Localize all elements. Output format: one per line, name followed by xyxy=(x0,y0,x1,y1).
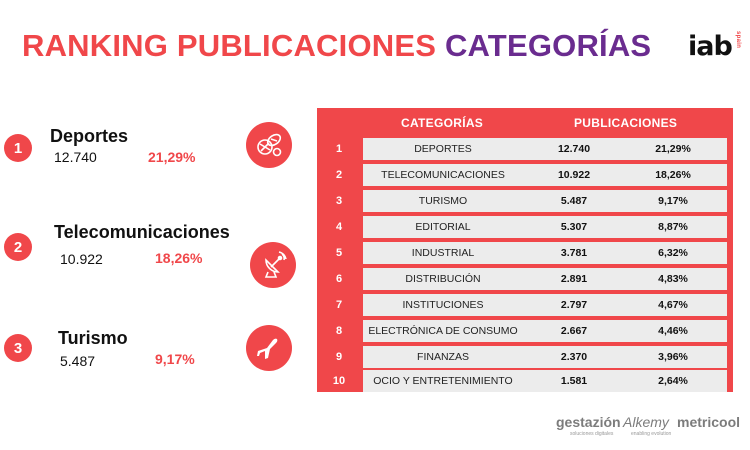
row-cells: ELECTRÓNICA DE CONSUMO 2.667 4,46% xyxy=(363,320,727,342)
table-row: 7 INSTITUCIONES 2.797 4,67% xyxy=(317,294,733,316)
ranking-item-2: 2 Telecomunicaciones 10.922 18,26% xyxy=(0,220,310,290)
row-percentage: 4,67% xyxy=(658,299,688,311)
table-row: 6 DISTRIBUCIÓN 2.891 4,83% xyxy=(317,268,733,290)
page-title: RANKING PUBLICACIONES CATEGORÍAS xyxy=(22,28,651,64)
gestazion-logo: gestazión soluciones digitales xyxy=(556,414,621,437)
alkemy-logo-text: Alkemy xyxy=(623,414,669,430)
sports-balls-icon xyxy=(246,122,292,168)
rank-percentage: 9,17% xyxy=(155,351,195,367)
row-percentage: 2,64% xyxy=(658,375,688,387)
row-category: TELECOMUNICACIONES xyxy=(381,169,505,181)
table-row: 5 INDUSTRIAL 3.781 6,32% xyxy=(317,242,733,264)
row-category: ELECTRÓNICA DE CONSUMO xyxy=(368,325,518,337)
rank-percentage: 21,29% xyxy=(148,149,196,165)
row-publications: 5.487 xyxy=(560,195,588,207)
row-rank: 8 xyxy=(335,325,343,337)
row-category: INDUSTRIAL xyxy=(411,247,475,259)
alkemy-logo: Alkemy enabling evolution xyxy=(623,414,671,437)
row-cells: TELECOMUNICACIONES 10.922 18,26% xyxy=(363,164,727,186)
row-publications: 1.581 xyxy=(560,375,588,387)
row-percentage: 8,87% xyxy=(658,221,688,233)
rank-count: 10.922 xyxy=(60,251,103,267)
table-row: 10 OCIO Y ENTRETENIMIENTO 1.581 2,64% xyxy=(317,370,733,392)
row-publications: 2.891 xyxy=(560,273,588,285)
row-rank: 4 xyxy=(335,221,343,233)
ranking-item-3: 3 Turismo 5.487 9,17% xyxy=(0,325,310,395)
iab-logo-sub: spain xyxy=(735,31,741,49)
alkemy-logo-sub: enabling evolution xyxy=(631,431,672,437)
rank-name: Turismo xyxy=(58,328,128,348)
row-category: OCIO Y ENTRETENIMIENTO xyxy=(373,375,513,387)
header-categories: CATEGORÍAS xyxy=(401,116,484,130)
row-rank: 2 xyxy=(335,169,343,181)
title-part-ranking: RANKING PUBLICACIONES xyxy=(22,28,437,63)
row-percentage: 6,32% xyxy=(658,247,688,259)
row-category: EDITORIAL xyxy=(415,221,471,233)
satellite-dish-icon xyxy=(250,242,296,288)
row-cells: OCIO Y ENTRETENIMIENTO 1.581 2,64% xyxy=(363,370,727,392)
row-percentage: 4,46% xyxy=(658,325,688,337)
row-category: TURISMO xyxy=(418,195,468,207)
gestazion-logo-text: gestazión xyxy=(556,414,621,430)
row-rank: 3 xyxy=(335,195,343,207)
rank-name: Telecomunicaciones xyxy=(54,222,230,242)
gestazion-logo-sub: soluciones digitales xyxy=(570,431,614,437)
ranking-item-1: 1 Deportes 12.740 21,29% xyxy=(0,120,310,190)
iab-logo: iab spain xyxy=(688,30,741,64)
rank-count: 5.487 xyxy=(60,353,96,369)
row-rank: 1 xyxy=(335,143,343,155)
row-publications: 12.740 xyxy=(557,143,591,155)
row-publications: 2.667 xyxy=(560,325,588,337)
airplane-icon xyxy=(246,325,292,371)
rank-name: Deportes xyxy=(50,126,129,146)
row-publications: 2.370 xyxy=(560,351,588,363)
row-category: DISTRIBUCIÓN xyxy=(405,273,481,285)
table-row: 4 EDITORIAL 5.307 8,87% xyxy=(317,216,733,238)
row-rank: 5 xyxy=(335,247,343,259)
row-cells: INDUSTRIAL 3.781 6,32% xyxy=(363,242,727,264)
rank-badge: 3 xyxy=(4,334,32,362)
row-cells: FINANZAS 2.370 3,96% xyxy=(363,346,727,368)
row-rank: 9 xyxy=(335,351,343,363)
iab-logo-text: iab xyxy=(688,31,733,62)
table-row: 2 TELECOMUNICACIONES 10.922 18,26% xyxy=(317,164,733,186)
header-publications: PUBLICACIONES xyxy=(574,116,678,130)
rank-badge: 1 xyxy=(4,134,32,162)
row-cells: DEPORTES 12.740 21,29% xyxy=(363,138,727,160)
row-publications: 2.797 xyxy=(560,299,588,311)
row-rank: 10 xyxy=(332,375,346,387)
rank-count: 12.740 xyxy=(54,149,97,165)
rank-percentage: 18,26% xyxy=(155,250,203,266)
row-percentage: 9,17% xyxy=(658,195,688,207)
metricool-logo: metricool xyxy=(677,414,740,432)
table-row: 3 TURISMO 5.487 9,17% xyxy=(317,190,733,212)
table-row: 9 FINANZAS 2.370 3,96% xyxy=(317,346,733,368)
row-percentage: 4,83% xyxy=(658,273,688,285)
rank-badge: 2 xyxy=(4,233,32,261)
row-percentage: 21,29% xyxy=(655,143,691,155)
row-percentage: 3,96% xyxy=(658,351,688,363)
row-rank: 6 xyxy=(335,273,343,285)
categories-table: CATEGORÍAS PUBLICACIONES 1 DEPORTES 12.7… xyxy=(317,108,733,392)
row-percentage: 18,26% xyxy=(655,169,691,181)
row-category: FINANZAS xyxy=(417,351,469,363)
row-publications: 3.781 xyxy=(560,247,588,259)
row-cells: EDITORIAL 5.307 8,87% xyxy=(363,216,727,238)
row-cells: DISTRIBUCIÓN 2.891 4,83% xyxy=(363,268,727,290)
row-publications: 5.307 xyxy=(560,221,588,233)
row-publications: 10.922 xyxy=(557,169,591,181)
title-part-categories: CATEGORÍAS xyxy=(444,28,652,63)
table-row: 8 ELECTRÓNICA DE CONSUMO 2.667 4,46% xyxy=(317,320,733,342)
row-rank: 7 xyxy=(335,299,343,311)
row-cells: INSTITUCIONES 2.797 4,67% xyxy=(363,294,727,316)
table-row: 1 DEPORTES 12.740 21,29% xyxy=(317,138,733,160)
row-category: INSTITUCIONES xyxy=(402,299,484,311)
row-category: DEPORTES xyxy=(414,143,472,155)
row-cells: TURISMO 5.487 9,17% xyxy=(363,190,727,212)
metricool-logo-text: metricool xyxy=(677,414,741,430)
